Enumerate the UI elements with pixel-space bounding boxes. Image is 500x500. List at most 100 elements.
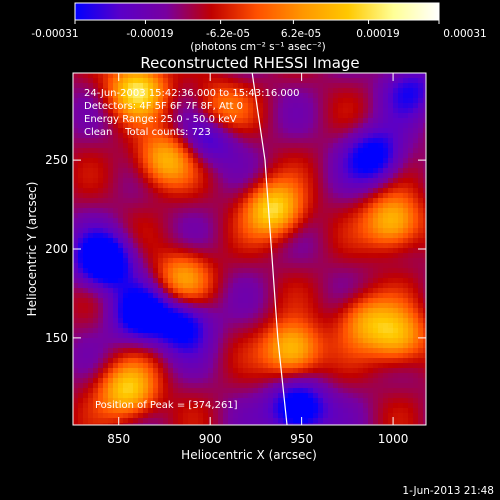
heatmap-cell	[93, 343, 99, 349]
heatmap-cell	[73, 238, 79, 244]
heatmap-cell	[153, 143, 159, 149]
heatmap-cell	[358, 408, 364, 414]
heatmap-cell	[353, 333, 359, 339]
heatmap-cell	[98, 303, 104, 309]
heatmap-cell	[268, 318, 274, 324]
heatmap-cell	[233, 378, 239, 384]
heatmap-cell	[388, 98, 394, 104]
heatmap-cell	[118, 318, 124, 324]
heatmap-cell	[253, 368, 259, 374]
heatmap-cell	[258, 138, 264, 144]
heatmap-cell	[333, 108, 339, 114]
heatmap-cell	[153, 318, 159, 324]
heatmap-cell	[253, 183, 259, 189]
heatmap-cell	[313, 163, 319, 169]
heatmap-cell	[88, 423, 94, 425]
heatmap-cell	[258, 288, 264, 294]
heatmap-cell	[83, 368, 89, 374]
heatmap-cell	[333, 268, 339, 274]
heatmap-cell	[193, 143, 199, 149]
heatmap-cell	[363, 348, 369, 354]
heatmap-cell	[208, 398, 214, 404]
heatmap-cell	[93, 88, 99, 94]
heatmap-cell	[218, 273, 224, 279]
heatmap-cell	[228, 158, 234, 164]
heatmap-cell	[113, 113, 119, 119]
heatmap-cell	[238, 293, 244, 299]
heatmap-cell	[303, 393, 309, 399]
heatmap-cell	[143, 313, 149, 319]
heatmap-cell	[393, 128, 399, 134]
heatmap-cell	[343, 378, 349, 384]
heatmap-cell	[233, 148, 239, 154]
heatmap-cell	[413, 308, 419, 314]
heatmap-cell	[78, 248, 84, 254]
heatmap-cell	[263, 133, 269, 139]
heatmap-cell	[323, 413, 329, 419]
heatmap-cell	[113, 358, 119, 364]
heatmap-cell	[163, 203, 169, 209]
heatmap-cell	[138, 208, 144, 214]
heatmap-cell	[198, 168, 204, 174]
heatmap-cell	[378, 363, 384, 369]
heatmap-cell	[353, 118, 359, 124]
heatmap-cell	[398, 208, 404, 214]
heatmap-cell	[233, 128, 239, 134]
heatmap-cell	[138, 223, 144, 229]
heatmap-cell	[368, 308, 374, 314]
heatmap-cell	[233, 108, 239, 114]
heatmap-cell	[398, 403, 404, 409]
heatmap-cell	[243, 253, 249, 259]
heatmap-cell	[368, 78, 374, 84]
heatmap-cell	[248, 83, 254, 89]
heatmap-cell	[98, 353, 104, 359]
heatmap-cell	[333, 263, 339, 269]
heatmap-cell	[103, 273, 109, 279]
heatmap-cell	[303, 83, 309, 89]
heatmap-cell	[93, 143, 99, 149]
heatmap-cell	[273, 348, 279, 354]
heatmap-cell	[188, 318, 194, 324]
heatmap-cell	[138, 183, 144, 189]
heatmap-cell	[153, 388, 159, 394]
heatmap-cell	[368, 158, 374, 164]
heatmap-cell	[73, 378, 79, 384]
heatmap-cell	[128, 263, 134, 269]
heatmap-cell	[78, 153, 84, 159]
heatmap-cell	[238, 203, 244, 209]
heatmap-cell	[193, 323, 199, 329]
heatmap-cell	[418, 148, 424, 154]
heatmap-cell	[158, 368, 164, 374]
heatmap-cell	[233, 143, 239, 149]
heatmap-cell	[163, 373, 169, 379]
heatmap-cell	[423, 408, 426, 414]
heatmap-cell	[113, 148, 119, 154]
heatmap-cell	[228, 228, 234, 234]
heatmap-cell	[253, 158, 259, 164]
heatmap-cell	[318, 218, 324, 224]
heatmap-cell	[213, 228, 219, 234]
heatmap-cell	[258, 298, 264, 304]
heatmap-cell	[103, 328, 109, 334]
heatmap-cell	[373, 263, 379, 269]
heatmap-cell	[403, 248, 409, 254]
heatmap-cell	[168, 383, 174, 389]
heatmap-cell	[333, 233, 339, 239]
heatmap-cell	[138, 328, 144, 334]
heatmap-cell	[393, 298, 399, 304]
heatmap-cell	[143, 148, 149, 154]
heatmap-cell	[313, 303, 319, 309]
heatmap-cell	[388, 293, 394, 299]
heatmap-cell	[118, 238, 124, 244]
heatmap-cell	[353, 313, 359, 319]
heatmap-cell	[183, 228, 189, 234]
heatmap-cell	[73, 78, 79, 84]
heatmap-cell	[363, 313, 369, 319]
heatmap-cell	[303, 123, 309, 129]
heatmap-cell	[273, 363, 279, 369]
heatmap-cell	[108, 203, 114, 209]
heatmap-cell	[323, 318, 329, 324]
heatmap-cell	[98, 343, 104, 349]
heatmap-cell	[73, 203, 79, 209]
heatmap-cell	[78, 168, 84, 174]
